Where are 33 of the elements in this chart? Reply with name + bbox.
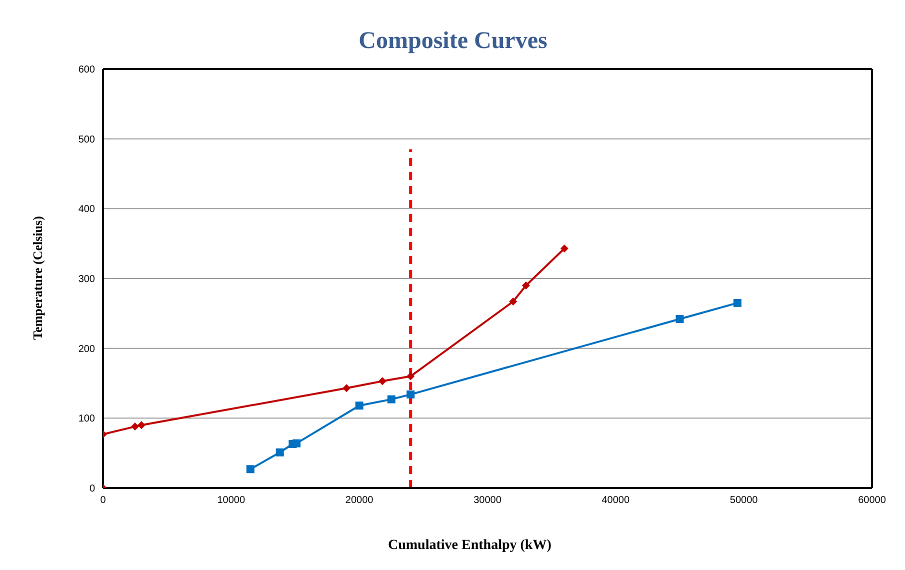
y-tick-label: 200 xyxy=(78,344,96,355)
point xyxy=(131,422,140,431)
point xyxy=(522,281,530,290)
y-tick-label: 500 xyxy=(78,134,96,146)
y-axis-title: Temperature (Celsius) xyxy=(30,216,46,340)
point xyxy=(387,395,396,404)
x-tick-label: 10000 xyxy=(217,495,246,506)
point xyxy=(355,402,364,410)
x-axis-title: Cumulative Enthalpy (kW) xyxy=(388,538,552,554)
x-tick-label: 50000 xyxy=(730,495,758,506)
point xyxy=(406,372,415,380)
y-tick-label: 400 xyxy=(78,204,96,216)
chart-title: Composite Curves xyxy=(358,28,548,55)
point xyxy=(560,244,568,252)
point xyxy=(137,421,146,430)
point xyxy=(378,377,386,386)
point xyxy=(676,315,684,324)
point xyxy=(276,448,284,456)
x-tick-label: 20000 xyxy=(345,495,374,506)
point xyxy=(292,439,301,448)
point xyxy=(342,384,351,392)
y-tick-label: 600 xyxy=(78,64,96,76)
x-tick-label: 30000 xyxy=(474,495,502,506)
point xyxy=(509,298,518,306)
point xyxy=(406,390,415,398)
y-tick-label: 300 xyxy=(78,274,96,286)
x-tick-label: 60000 xyxy=(858,495,886,506)
y-tick-label: 0 xyxy=(89,484,96,495)
x-tick-label: 40000 xyxy=(602,495,630,506)
x-tick-label: 0 xyxy=(100,495,106,506)
point xyxy=(733,298,742,307)
point xyxy=(246,465,254,474)
y-tick-label: 100 xyxy=(78,414,96,425)
